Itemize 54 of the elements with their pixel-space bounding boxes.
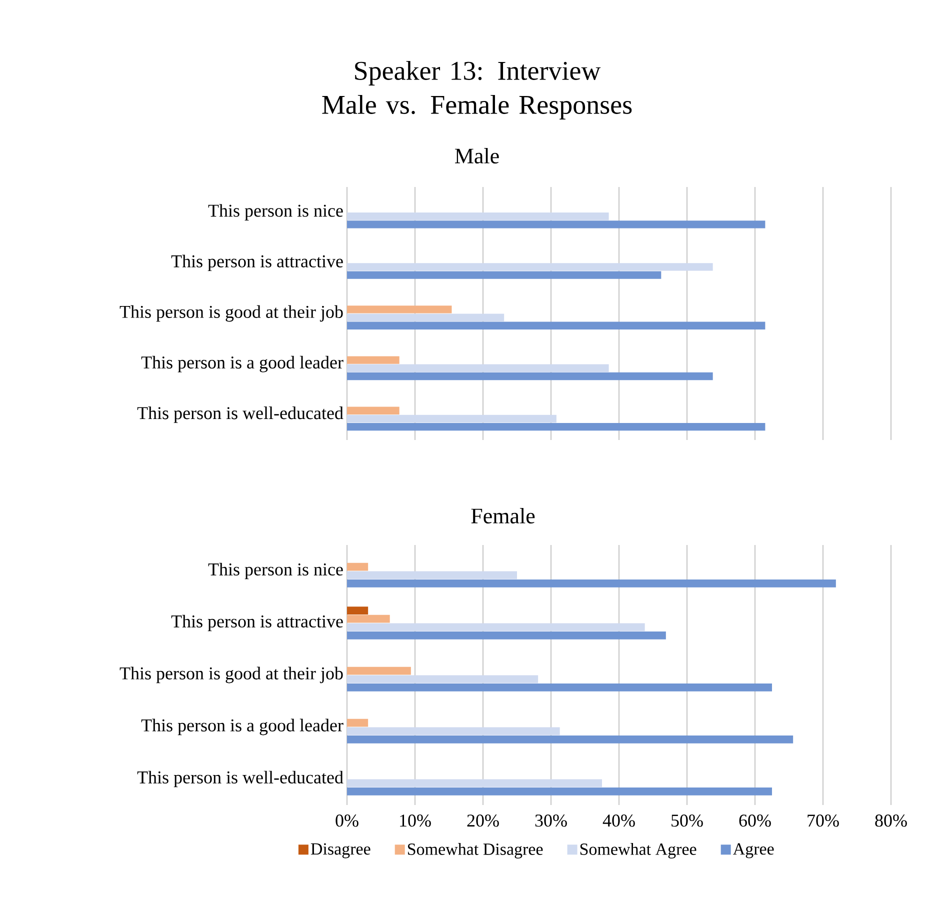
y-tick-label: This person is attractive (171, 614, 343, 632)
chart-title: Speaker 13: Interview Male vs. Female Responses (322, 60, 632, 120)
bar (347, 314, 504, 322)
x-tick-label: 30% (535, 814, 567, 827)
bar (347, 414, 556, 423)
bar (347, 372, 713, 380)
bar (347, 220, 766, 228)
bar (347, 623, 645, 632)
bar (347, 422, 766, 431)
bar (347, 271, 662, 279)
bar (347, 666, 411, 675)
y-tick-label: This person is a good leader (141, 718, 344, 736)
bar (347, 606, 368, 614)
bar (347, 614, 390, 623)
y-tick-label: This person is nice (208, 562, 343, 580)
bar (347, 580, 836, 588)
bar (347, 727, 560, 736)
x-tick-label: 50% (672, 814, 703, 827)
legend-label: Somewhat Agree (580, 843, 696, 858)
x-tick-label: 80% (875, 814, 907, 827)
y-tick-label: This person is a good leader (141, 356, 344, 372)
bar (347, 562, 368, 571)
y-tick-label: This person is attractive (171, 254, 343, 272)
bar (347, 684, 772, 692)
chart-title: Female (471, 508, 535, 524)
y-tick-label: This person is good at their job (120, 666, 343, 684)
bar (347, 736, 794, 744)
bar (347, 263, 713, 271)
bar (347, 406, 400, 414)
bar (347, 571, 517, 580)
bar (347, 632, 666, 640)
legend-label: Somewhat Disagree (408, 843, 543, 858)
y-tick-label: This person is good at their job (120, 305, 343, 322)
legend-label: Disagree (310, 843, 370, 858)
x-tick-label: 20% (467, 814, 499, 827)
bar (347, 788, 772, 796)
bar (347, 322, 766, 330)
legend-label: Agree (733, 843, 774, 858)
bar (347, 306, 452, 314)
bar (347, 364, 609, 372)
x-tick-label: 10% (400, 814, 431, 827)
bar (347, 212, 609, 220)
chart-subtitle: Male (455, 148, 499, 164)
x-tick-label: 70% (808, 814, 839, 827)
bar (347, 356, 400, 364)
bar (347, 779, 602, 788)
bar (347, 675, 538, 684)
bar (347, 718, 368, 727)
y-tick-label: This person is nice (208, 204, 343, 220)
y-tick-label: This person is well-educated (137, 770, 344, 788)
x-tick-label: 60% (739, 814, 771, 827)
y-tick-label: This person is well-educated (137, 406, 344, 423)
x-tick-label: 40% (602, 814, 635, 827)
x-tick-label: 0% (336, 814, 358, 827)
